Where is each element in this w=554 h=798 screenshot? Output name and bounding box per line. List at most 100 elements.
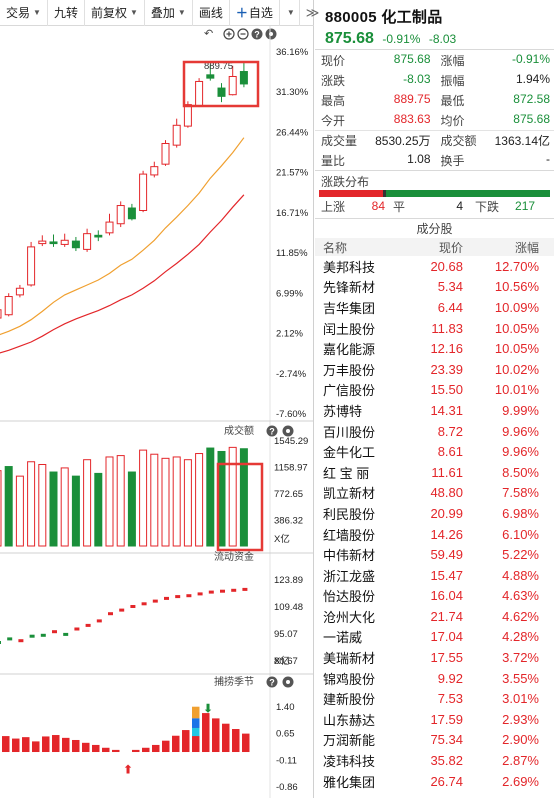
components-title: 成分股: [315, 218, 554, 238]
table-row[interactable]: 嘉化能源 12.16 10.05%: [315, 338, 554, 359]
stock-price: 14.26: [430, 526, 463, 542]
stat-cell: 换手 -: [435, 152, 554, 169]
table-row[interactable]: 百川股份 8.72 9.96%: [315, 421, 554, 442]
stock-price: 35.82: [430, 753, 463, 769]
volume-bar: [71, 475, 80, 547]
stock-name: 百川股份: [323, 424, 376, 440]
col-name[interactable]: 名称: [323, 240, 348, 255]
toolbar-overlay-label: 叠加: [150, 6, 175, 20]
candle-body: [172, 124, 181, 146]
table-row[interactable]: 凌玮科技 35.82 2.87%: [315, 750, 554, 771]
stock-name: 建新股份: [323, 692, 376, 708]
table-row[interactable]: 雅化集团 26.74 2.69%: [315, 771, 554, 792]
chevron-down-icon: ▼: [33, 8, 41, 17]
stock-change: 3.55%: [502, 670, 539, 686]
table-row[interactable]: 红墙股份 14.26 6.10%: [315, 524, 554, 545]
double-chevron-right-icon[interactable]: ≫: [305, 4, 320, 20]
toolbar-adjust[interactable]: 前复权 ▼: [85, 0, 145, 26]
help-icon[interactable]: ?: [251, 28, 263, 40]
indicator-bar: [2, 736, 10, 753]
settings-icon[interactable]: [282, 425, 294, 437]
help-icon[interactable]: ?: [266, 676, 278, 688]
stock-change: 3.01%: [502, 691, 539, 707]
pct-tick-label: 36.16%: [276, 47, 309, 58]
flow-bars: [0, 587, 248, 644]
table-row[interactable]: 锦鸡股份 9.92 3.55%: [315, 668, 554, 689]
candle-body: [0, 309, 2, 319]
flow-mark: [208, 590, 214, 594]
table-row[interactable]: 广信股份 15.50 10.01%: [315, 380, 554, 401]
settings-icon[interactable]: [282, 676, 294, 688]
table-row[interactable]: 红 宝 丽 11.61 8.50%: [315, 462, 554, 483]
stat-key: 涨跌: [321, 73, 346, 88]
table-row[interactable]: 怡达股份 16.04 4.63%: [315, 586, 554, 607]
stat-value: -0.91%: [511, 51, 550, 66]
zoom-out-icon[interactable]: [237, 28, 249, 40]
table-row[interactable]: 万丰股份 23.39 10.02%: [315, 359, 554, 380]
table-row[interactable]: 浙江龙盛 15.47 4.88%: [315, 565, 554, 586]
table-row[interactable]: 山东赫达 17.59 2.93%: [315, 709, 554, 730]
indicator-highlight-bar: [192, 706, 200, 719]
table-row[interactable]: 美邦科技 20.68 12.70%: [315, 256, 554, 277]
table-row[interactable]: 万润新能 75.34 2.90%: [315, 730, 554, 751]
table-row[interactable]: 先锋新材 5.34 10.56%: [315, 277, 554, 298]
table-row[interactable]: 苏博特 14.31 9.99%: [315, 400, 554, 421]
undo-icon[interactable]: ↶: [204, 28, 213, 40]
col-change[interactable]: 涨幅: [514, 240, 539, 255]
flow-unit: X亿: [274, 655, 290, 667]
kline-series: [0, 62, 248, 319]
table-row[interactable]: 一诺威 17.04 4.28%: [315, 627, 554, 648]
stat-cell: 均价 875.68: [435, 112, 554, 129]
table-row[interactable]: 凯立新材 48.80 7.58%: [315, 483, 554, 504]
plus-icon: ＋: [235, 6, 248, 20]
table-row[interactable]: 金牛化工 8.61 9.96%: [315, 441, 554, 462]
toolbar-trade[interactable]: 交易 ▼: [0, 0, 48, 26]
table-row[interactable]: 吉华集团 6.44 10.09%: [315, 297, 554, 318]
pct-tick-label: 31.30%: [276, 87, 309, 98]
stock-name: 美邦科技: [323, 259, 376, 275]
table-row[interactable]: 闰土股份 11.83 10.05%: [315, 318, 554, 339]
volume-bar: [94, 472, 103, 547]
stats-row: 现价 875.68 涨幅 -0.91%: [315, 50, 554, 70]
settings-icon[interactable]: [265, 28, 277, 40]
flow-panel-title: 流动资金: [214, 550, 254, 563]
stat-key: 换手: [440, 153, 465, 168]
table-row[interactable]: 利民股份 20.99 6.98%: [315, 503, 554, 524]
toolbar-jiuzhuan[interactable]: 九转: [48, 0, 85, 26]
table-row[interactable]: 美瑞新材 17.55 3.72%: [315, 647, 554, 668]
svg-text:?: ?: [254, 29, 259, 39]
indicator-tick-label: -0.11: [276, 755, 297, 766]
stock-change: 8.50%: [502, 464, 539, 480]
indicator-bar: [112, 749, 120, 753]
indicator-bar: [182, 730, 190, 753]
watchlist-dropdown[interactable]: ▼: [280, 0, 300, 26]
flat-count: 4: [456, 199, 464, 213]
candle-body: [71, 240, 80, 249]
help-icon[interactable]: ?: [266, 425, 278, 437]
add-watchlist-button[interactable]: ＋自选: [230, 0, 280, 26]
flow-mark: [152, 599, 158, 603]
stock-price: 11.83: [431, 320, 463, 336]
table-row[interactable]: 建新股份 7.53 3.01%: [315, 688, 554, 709]
candle-body: [116, 205, 125, 225]
stock-name: 广信股份: [323, 383, 376, 399]
sell-arrow-icon: ⬇: [203, 701, 213, 715]
table-row[interactable]: 沧州大化 21.74 4.62%: [315, 606, 554, 627]
indicator-bar: [212, 718, 220, 753]
change-amount: -8.03: [428, 32, 457, 46]
volume-bar: [127, 471, 136, 547]
indicator-bar: [232, 729, 240, 753]
toolbar-draw[interactable]: 画线: [193, 0, 230, 26]
index-name: 化工制品: [381, 9, 443, 26]
toolbar-overlay[interactable]: 叠加 ▼: [145, 0, 193, 26]
distribution-counts: 上涨 84 平 4 下跌 217: [315, 197, 554, 215]
volume-bar: [105, 456, 114, 547]
stock-change: 4.28%: [502, 629, 539, 645]
zoom-in-icon[interactable]: [223, 28, 235, 40]
table-row[interactable]: 中伟新材 59.49 5.22%: [315, 544, 554, 565]
stock-change: 9.99%: [502, 402, 539, 418]
indicator-bar: [242, 733, 250, 753]
flow-mark: [164, 596, 169, 600]
stat-cell: 今开 883.63: [315, 112, 435, 129]
col-price[interactable]: 现价: [438, 240, 463, 255]
